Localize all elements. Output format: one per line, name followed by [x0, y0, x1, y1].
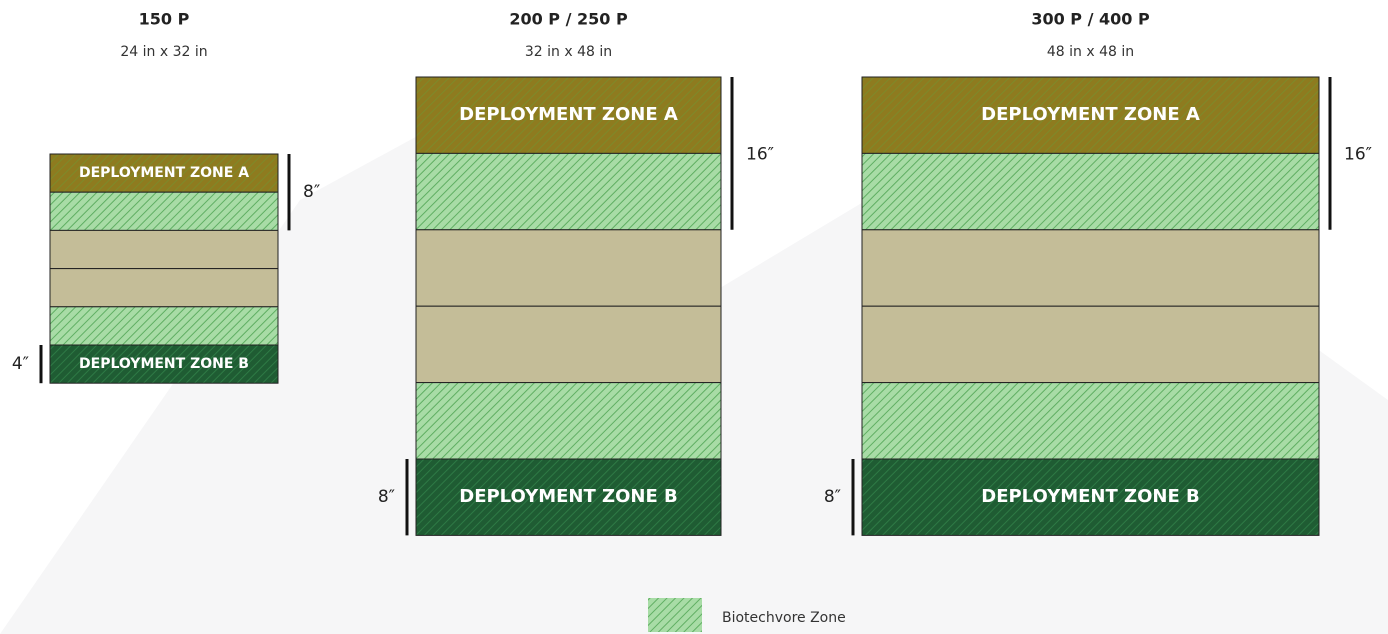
board-row [415, 305, 722, 384]
bottom-measure: 8″ [824, 487, 841, 507]
legend-swatch [648, 598, 702, 632]
zone-b-label: DEPLOYMENT ZONE B [79, 356, 249, 372]
zone-a-label: DEPLOYMENT ZONE A [981, 104, 1200, 125]
top-measure: 16″ [746, 144, 774, 164]
board-title: 300 P / 400 P [1031, 10, 1150, 29]
board-row [415, 76, 722, 154]
board-title: 200 P / 250 P [509, 10, 628, 29]
board-size: 24 in x 32 in [120, 44, 207, 60]
board-row [861, 76, 1320, 154]
top-measure: 16″ [1344, 144, 1372, 164]
board-row [49, 153, 279, 193]
board-row [415, 229, 722, 307]
board-row [49, 191, 279, 231]
zone-b-label: DEPLOYMENT ZONE B [981, 486, 1199, 507]
top-measure: 8″ [303, 182, 320, 202]
board-row [861, 305, 1320, 384]
board-size: 48 in x 48 in [1047, 44, 1134, 60]
bottom-measure: 8″ [378, 487, 395, 507]
board-title: 150 P [139, 10, 190, 29]
board-row [49, 306, 279, 346]
zone-a-label: DEPLOYMENT ZONE A [459, 104, 678, 125]
board-row [415, 382, 722, 460]
zone-b-label: DEPLOYMENT ZONE B [459, 486, 677, 507]
board-row [861, 382, 1320, 460]
board-row [49, 229, 279, 270]
board-row [415, 458, 722, 536]
board-row [861, 152, 1320, 231]
zone-a-label: DEPLOYMENT ZONE A [79, 165, 249, 181]
board-row [49, 344, 279, 384]
board-row [415, 152, 722, 231]
bottom-measure: 4″ [12, 354, 29, 374]
board-row [861, 229, 1320, 307]
legend-label: Biotechvore Zone [722, 610, 846, 626]
board-row [861, 458, 1320, 536]
board-row [49, 268, 279, 308]
board-size: 32 in x 48 in [525, 44, 612, 60]
